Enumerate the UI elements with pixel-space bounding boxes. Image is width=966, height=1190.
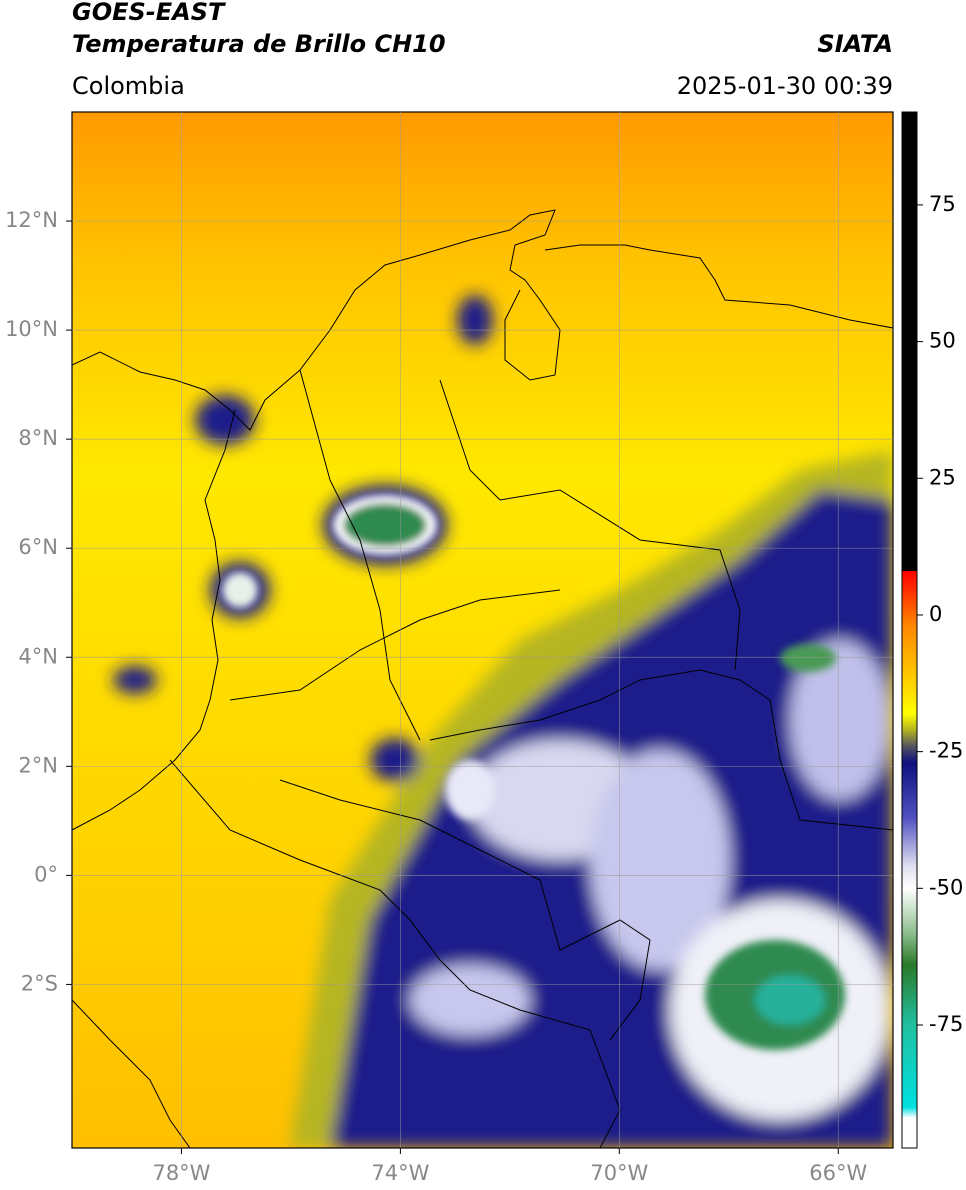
y-tick-label: 10°N xyxy=(5,317,58,341)
colorbar-tick-label: -75 xyxy=(929,1012,963,1036)
colorbar-tick-label: -50 xyxy=(929,875,963,899)
y-tick-label: 2°S xyxy=(21,971,58,995)
x-tick-label: 70°W xyxy=(590,1161,648,1185)
y-tick-label: 2°N xyxy=(18,753,58,777)
y-tick-label: 12°N xyxy=(5,208,58,232)
region: Colombia xyxy=(72,72,185,100)
y-tick-label: 0° xyxy=(34,862,58,886)
colorbar-tick-label: 0 xyxy=(929,602,942,626)
y-tick-label: 8°N xyxy=(18,426,58,450)
map-frame xyxy=(71,111,894,1149)
colorbar-tick-label: 25 xyxy=(929,465,956,489)
timestamp: 2025-01-30 00:39 xyxy=(677,72,893,100)
x-tick-label: 66°W xyxy=(809,1161,867,1185)
y-tick-label: 4°N xyxy=(18,644,58,668)
coastlines-and-borders xyxy=(72,209,893,1148)
cold-tops xyxy=(222,495,845,1050)
y-tick-label: 6°N xyxy=(18,535,58,559)
grid xyxy=(72,112,893,1148)
subtitle: Temperatura de Brillo CH10 xyxy=(72,30,446,58)
satellite-image xyxy=(72,112,893,1148)
x-tick-label: 78°W xyxy=(152,1161,210,1185)
colorbar-tick-label: 75 xyxy=(929,192,956,216)
source: SIATA xyxy=(817,30,893,58)
title: GOES-EAST xyxy=(72,0,226,26)
colorbar xyxy=(901,111,918,1149)
colorbar-tick-label: 50 xyxy=(929,329,956,353)
colorbar-tick-label: -25 xyxy=(929,739,963,763)
x-tick-label: 74°W xyxy=(371,1161,429,1185)
